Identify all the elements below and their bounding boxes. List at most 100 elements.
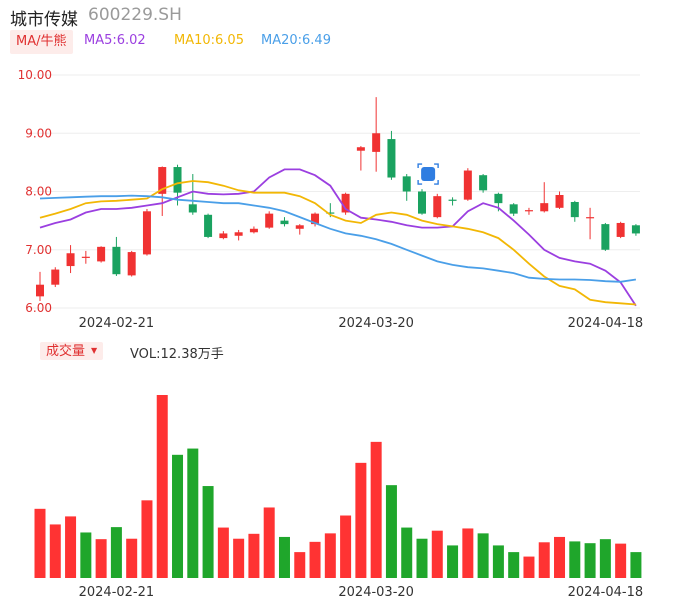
volume-bar <box>49 524 61 578</box>
volume-bar <box>431 530 443 578</box>
y-tick-label: 6.00 <box>25 301 52 315</box>
candle-body <box>234 232 243 236</box>
volume-x-tick-label: 2024-04-18 <box>568 585 644 600</box>
volume-bar <box>523 556 535 578</box>
candle-body <box>326 212 335 214</box>
candle-body <box>280 220 289 225</box>
volume-bar <box>615 543 627 578</box>
candle-body <box>479 175 488 191</box>
candle-body <box>494 193 503 204</box>
ma20-line <box>39 194 637 283</box>
price-x-tick-label: 2024-04-18 <box>568 316 644 331</box>
candle-body <box>418 191 426 214</box>
candle-body <box>219 233 228 239</box>
candle-body <box>127 252 136 276</box>
candle-body <box>616 222 625 237</box>
candle-body <box>555 194 564 208</box>
volume-bar <box>202 486 214 578</box>
volume-bar <box>462 528 474 578</box>
candle-body <box>158 167 167 194</box>
candle-body <box>448 199 457 201</box>
volume-bar <box>340 515 352 578</box>
ma10-legend: MA10:6.05 <box>174 33 244 48</box>
candle-body <box>433 196 442 218</box>
volume-bar <box>569 541 581 578</box>
candle-body <box>372 133 381 152</box>
volume-bar <box>263 507 275 578</box>
price-x-tick-label: 2024-02-21 <box>79 316 155 331</box>
candle-body <box>540 203 549 212</box>
volume-bar <box>95 539 107 578</box>
volume-bar <box>34 508 46 578</box>
volume-bar <box>110 527 122 578</box>
volume-bar <box>278 536 290 578</box>
candle-body <box>204 214 213 237</box>
candle-body <box>142 211 151 255</box>
candle-body <box>66 253 75 267</box>
candle-body <box>173 167 182 193</box>
candle-body <box>387 139 396 178</box>
volume-bar <box>385 485 397 578</box>
volume-bar <box>294 552 306 578</box>
volume-bar <box>233 538 245 578</box>
volume-bar <box>447 545 459 578</box>
volume-bar <box>508 552 520 578</box>
candle-body <box>265 213 274 228</box>
candle-body <box>249 228 258 233</box>
volume-bar <box>309 541 321 578</box>
candle-body <box>601 224 610 250</box>
price-x-tick-label: 2024-03-20 <box>338 316 414 331</box>
candle-body <box>295 225 304 229</box>
candle-body <box>524 210 533 212</box>
candle-body <box>509 204 518 214</box>
candle-body <box>311 213 320 225</box>
ma5-line <box>39 168 637 307</box>
volume-bar <box>370 441 382 578</box>
volume-bar <box>554 536 566 578</box>
volume-bar <box>80 532 92 578</box>
y-tick-label: 9.00 <box>25 126 52 140</box>
volume-bar <box>156 395 168 578</box>
y-tick-label: 10.00 <box>18 68 52 82</box>
volume-bar <box>65 516 77 578</box>
stock-name: 城市传媒 <box>10 10 78 30</box>
volume-x-tick-label: 2024-02-21 <box>79 585 155 600</box>
ma-indicator-tag[interactable]: MA/牛熊 <box>10 30 73 54</box>
candle-body <box>81 256 90 258</box>
logo-marker-icon <box>417 163 439 185</box>
volume-bar <box>538 542 550 578</box>
volume-bar <box>355 462 367 578</box>
candle-body <box>356 147 365 151</box>
candle-body <box>631 225 640 234</box>
volume-bar <box>126 538 138 578</box>
volume-value: VOL:12.38万手 <box>130 347 224 362</box>
candle-body <box>112 246 121 275</box>
volume-bar <box>217 527 229 578</box>
volume-bar <box>599 539 611 578</box>
volume-bar <box>141 500 153 578</box>
candle-body <box>570 201 579 218</box>
volume-bar <box>187 448 199 578</box>
candle-body <box>51 269 60 285</box>
triangle-down-icon: ▼ <box>91 346 98 355</box>
volume-bar <box>416 538 428 578</box>
ma20-legend: MA20:6.49 <box>261 33 331 48</box>
candle-body <box>341 193 350 213</box>
volume-bar <box>172 454 184 578</box>
ma10-line <box>39 180 636 306</box>
volume-bar <box>630 552 642 578</box>
volume-bar <box>324 533 336 578</box>
candle-body <box>463 170 472 200</box>
candle-body <box>188 204 197 213</box>
y-tick-label: 7.00 <box>25 243 52 257</box>
ma5-legend: MA5:6.02 <box>84 33 146 48</box>
stock-code: 600229.SH <box>88 5 182 25</box>
candle-body <box>97 246 106 262</box>
volume-bar <box>401 527 413 578</box>
candle-body <box>36 284 44 297</box>
volume-indicator-tag[interactable]: 成交量 ▼ <box>40 342 104 360</box>
volume-bar <box>248 533 260 578</box>
candle-body <box>586 217 595 219</box>
volume-x-tick-label: 2024-03-20 <box>338 585 414 600</box>
